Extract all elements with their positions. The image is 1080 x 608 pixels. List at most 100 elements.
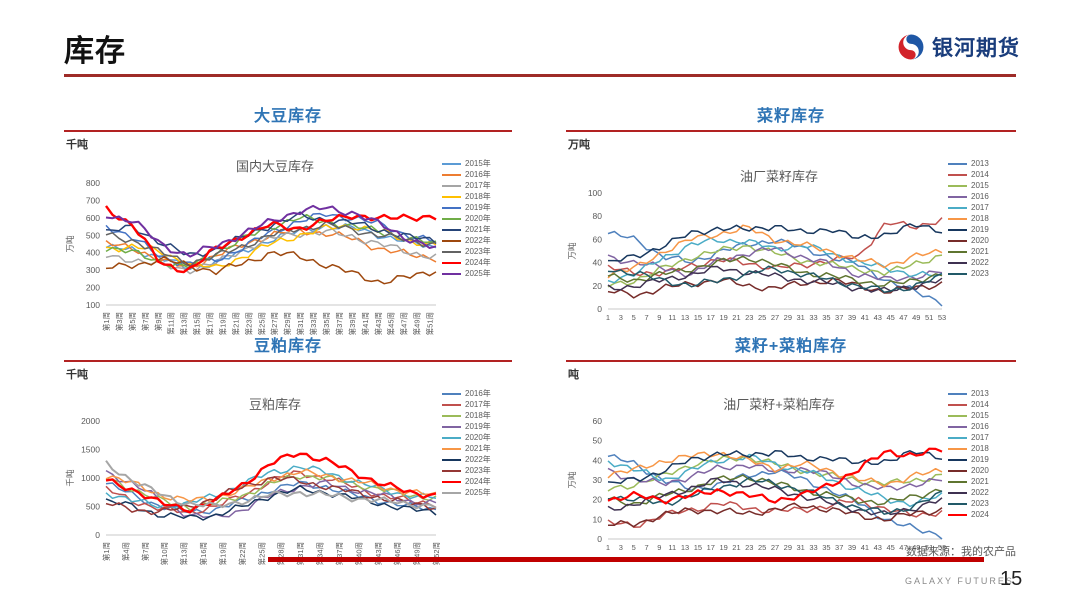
legend-line-swatch	[948, 414, 967, 417]
svg-text:40: 40	[593, 455, 603, 465]
legend-label: 2022年	[465, 455, 491, 464]
svg-text:21: 21	[732, 543, 740, 552]
svg-text:第4周: 第4周	[120, 542, 130, 561]
legend-line-swatch	[442, 206, 461, 209]
svg-text:15: 15	[694, 543, 702, 552]
legend-line-swatch	[948, 228, 967, 231]
svg-text:23: 23	[745, 543, 753, 552]
legend-item: 2023	[948, 268, 1008, 279]
legend-label: 2015	[971, 411, 989, 420]
legend-label: 2017年	[465, 400, 491, 409]
legend-label: 2020	[971, 236, 989, 245]
svg-text:800: 800	[86, 178, 100, 188]
svg-text:第11周: 第11周	[166, 312, 176, 335]
svg-text:15: 15	[694, 313, 702, 322]
soybean-meal-inventory-chart: 0500100015002000千吨第1周 第4周 第7周 第10周 第13周 第16周第…	[65, 416, 441, 565]
legend-line-swatch	[948, 458, 967, 461]
legend-line-swatch	[948, 184, 967, 187]
chart-title: 油厂菜籽库存	[739, 169, 818, 184]
legend-label: 2014	[971, 400, 989, 409]
svg-text:49: 49	[912, 543, 920, 552]
svg-text:第28周: 第28周	[276, 542, 286, 565]
legend-line-swatch	[442, 403, 461, 406]
legend-item: 2023	[948, 498, 1008, 509]
svg-text:13: 13	[681, 543, 689, 552]
svg-text:第31周: 第31周	[295, 312, 305, 335]
legend-item: 2019年	[442, 421, 510, 432]
page-title: 库存	[64, 35, 126, 68]
svg-text:0: 0	[597, 304, 602, 314]
data-source: 数据来源：我的农产品	[906, 546, 1016, 558]
chart-title: 油厂菜籽+菜粕库存	[723, 397, 835, 412]
legend-line-swatch	[442, 414, 461, 417]
svg-text:41: 41	[861, 543, 869, 552]
legend-label: 2019	[971, 455, 989, 464]
svg-text:第9周: 第9周	[153, 312, 163, 331]
legend-line-swatch	[442, 250, 461, 253]
legend-item: 2019	[948, 224, 1008, 235]
legend-item: 2020年	[442, 432, 510, 443]
svg-text:第22周: 第22周	[237, 542, 247, 565]
svg-text:41: 41	[861, 313, 869, 322]
legend-item: 2017	[948, 202, 1008, 213]
svg-text:第5周: 第5周	[127, 312, 137, 331]
svg-text:7: 7	[644, 543, 648, 552]
legend-label: 2017	[971, 203, 989, 212]
legend-label: 2013	[971, 159, 989, 168]
legend-line-swatch	[442, 392, 461, 395]
chart-legend: 2016年 2017年 2018年 2019年 2020年 2021年 2022年 2023年…	[442, 382, 510, 498]
legend-line-swatch	[442, 228, 461, 231]
legend-item: 2025年	[442, 487, 510, 498]
legend-item: 2018	[948, 213, 1008, 224]
legend-label: 2016年	[465, 170, 491, 179]
legend-item: 2018年	[442, 410, 510, 421]
svg-text:9: 9	[657, 543, 661, 552]
svg-text:5: 5	[632, 313, 636, 322]
section-rapeseed-inventory: 菜籽库存 万吨 油厂菜籽库存 0 20 40 60 80 100 万吨 1 3 5 7 9 11 13 15…	[566, 102, 1016, 325]
legend-item: 2018	[948, 443, 1008, 454]
legend-line-swatch	[948, 195, 967, 198]
svg-text:第15周: 第15周	[192, 312, 202, 335]
legend-line-swatch	[948, 436, 967, 439]
legend-item: 2018年	[442, 191, 510, 202]
svg-text:第17周: 第17周	[205, 312, 215, 335]
svg-text:43: 43	[874, 543, 882, 552]
legend-line-swatch	[948, 513, 967, 516]
legend-item: 2023年	[442, 246, 510, 257]
legend-label: 2021年	[465, 225, 491, 234]
svg-text:200: 200	[86, 283, 100, 293]
legend-line-swatch	[442, 217, 461, 220]
legend-label: 2022	[971, 258, 989, 267]
legend-label: 2025年	[465, 269, 491, 278]
section-rapeseed-plus-meal-inventory: 菜籽+菜粕库存 吨 油厂菜籽+菜粕库存 0 10 20 30 40 50 60 万吨 1 3 5 7 9…	[566, 332, 1016, 555]
legend-item: 2017年	[442, 399, 510, 410]
svg-text:第13周: 第13周	[179, 312, 189, 335]
legend-line-swatch	[948, 392, 967, 395]
svg-text:20: 20	[593, 495, 603, 505]
svg-text:第21周: 第21周	[230, 312, 240, 335]
svg-text:第10周: 第10周	[159, 542, 169, 565]
legend-item: 2022年	[442, 454, 510, 465]
svg-text:51: 51	[925, 543, 933, 552]
logo-text: 银河期货	[932, 37, 1020, 60]
svg-text:10: 10	[593, 514, 603, 524]
legend-line-swatch	[948, 272, 967, 275]
legend-item: 2022年	[442, 235, 510, 246]
legend-line-swatch	[948, 403, 967, 406]
svg-text:37: 37	[835, 313, 843, 322]
legend-line-swatch	[948, 173, 967, 176]
svg-text:700: 700	[86, 195, 100, 205]
svg-text:23: 23	[745, 313, 753, 322]
legend-item: 2025年	[442, 268, 510, 279]
legend-item: 2020	[948, 235, 1008, 246]
svg-text:第39周: 第39周	[347, 312, 357, 335]
legend-label: 2021年	[465, 444, 491, 453]
legend-item: 2014	[948, 169, 1008, 180]
svg-text:33: 33	[809, 543, 817, 552]
legend-label: 2024年	[465, 258, 491, 267]
svg-text:万吨: 万吨	[65, 235, 75, 253]
svg-text:35: 35	[822, 313, 830, 322]
svg-text:第19周: 第19周	[217, 542, 227, 565]
legend-label: 2022	[971, 488, 989, 497]
legend-label: 2017	[971, 433, 989, 442]
